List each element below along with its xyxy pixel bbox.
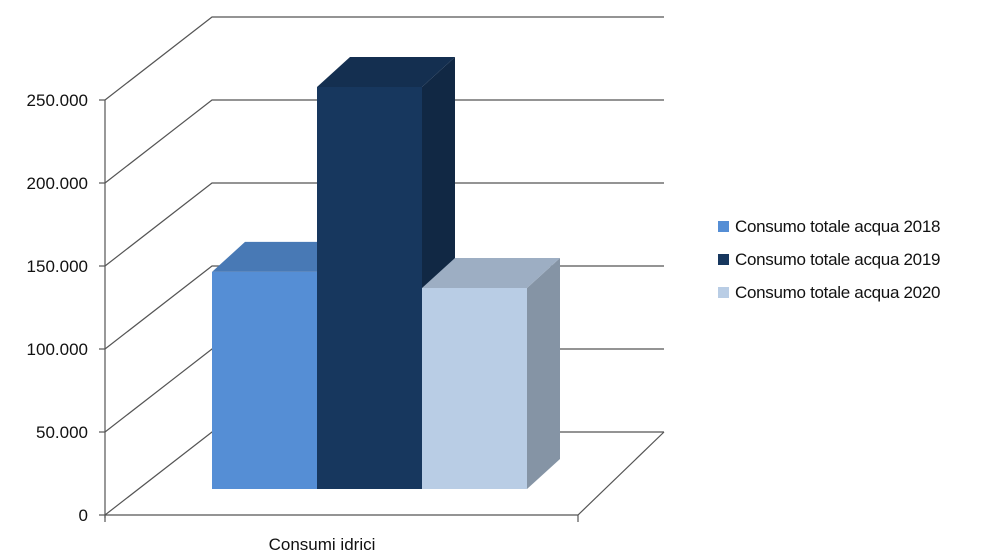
bar-front <box>317 87 422 489</box>
bar-top <box>422 258 560 288</box>
y-tick-label: 100.000 <box>27 340 88 359</box>
bar-front <box>422 288 527 489</box>
legend-item-2020: Consumo totale acqua 2020 <box>718 278 940 307</box>
y-tick-label: 0 <box>79 506 88 525</box>
y-tick-label: 200.000 <box>27 174 88 193</box>
bar-top <box>317 57 455 87</box>
legend-label-2018: Consumo totale acqua 2018 <box>735 216 941 236</box>
bar-top <box>212 241 350 272</box>
legend-swatch-2018 <box>718 221 729 232</box>
gridline <box>104 16 664 101</box>
gridline <box>104 182 664 267</box>
x-category-label: Consumi idrici <box>269 535 376 554</box>
legend-item-2019: Consumo totale acqua 2019 <box>718 245 940 274</box>
y-axis-ticks: 0 50.000 100.000 150.000 200.000 250.000 <box>27 91 88 525</box>
bar-consumo-totale-acqua-2020 <box>422 258 560 489</box>
legend-swatch-2019 <box>718 254 729 265</box>
legend-label-2019: Consumo totale acqua 2019 <box>735 249 941 269</box>
legend-item-2018: Consumo totale acqua 2018 <box>718 212 940 241</box>
legend: Consumo totale acqua 2018 Consumo totale… <box>718 212 940 311</box>
y-tick-label: 250.000 <box>27 91 88 110</box>
gridline <box>104 99 664 184</box>
bar-front <box>212 271 317 489</box>
bar-side <box>527 258 560 489</box>
y-tick-label: 50.000 <box>36 423 88 442</box>
legend-label-2020: Consumo totale acqua 2020 <box>735 282 941 302</box>
axes <box>99 99 665 522</box>
y-tick-label: 150.000 <box>27 257 88 276</box>
bars <box>212 57 560 489</box>
legend-swatch-2020 <box>718 287 729 298</box>
